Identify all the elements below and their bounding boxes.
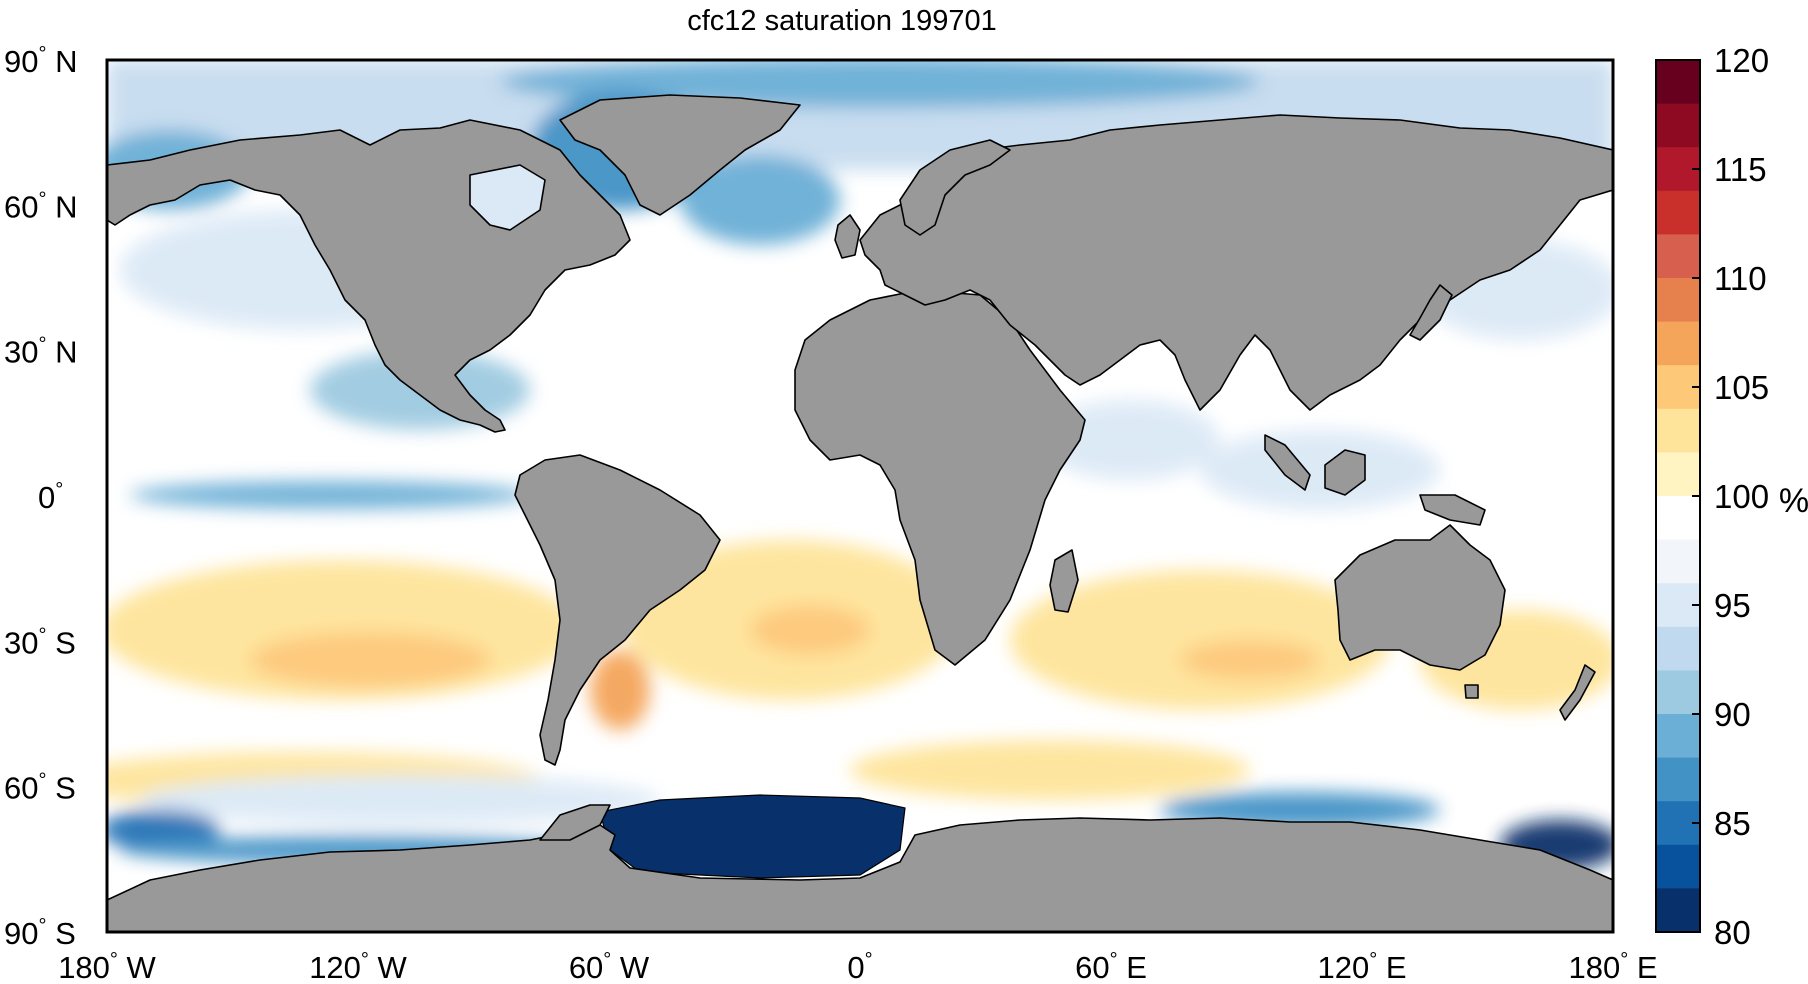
borneo (1324, 449, 1366, 496)
longitude-tick-label: 180° W (58, 949, 156, 984)
colorbar-segment (1656, 844, 1700, 889)
colorbar-segment (1656, 670, 1700, 715)
colorbar-segment (1656, 626, 1700, 671)
antarctica (107, 817, 1613, 932)
latitude-axis: 90° N 60° N 30° N 0° 30° S 60° S 90° S (4, 43, 77, 951)
land-masses (107, 94, 1613, 932)
colorbar-tick-label: 90 (1714, 696, 1751, 733)
map-title: cfc12 saturation 199701 (687, 5, 997, 37)
hudson-bay (469, 164, 546, 231)
map-frame (105, 58, 1615, 934)
colorbar-segment (1656, 321, 1700, 366)
colorbar-segment (1656, 757, 1700, 802)
africa (794, 289, 1086, 666)
longitude-tick-label: 0° (847, 949, 872, 984)
colorbar-tick-label: 80 (1714, 914, 1751, 951)
colorbar-tick-label: 120 (1714, 42, 1769, 79)
latitude-tick-label: 90° N (4, 43, 77, 79)
colorbar-unit-label: % (1779, 482, 1808, 520)
colorbar-segment (1656, 714, 1700, 759)
longitude-tick-label: 60° E (1075, 949, 1147, 984)
colorbar-tick-label: 100 (1714, 478, 1769, 515)
longitude-axis: 180° W 120° W 60° W 0° 60° E 120° E 180° E (58, 949, 1657, 984)
australia (1334, 524, 1506, 671)
colorbar-segment (1656, 539, 1700, 584)
longitude-tick-label: 120° W (309, 949, 407, 984)
colorbar-segment (1656, 278, 1700, 323)
greenland (559, 94, 801, 216)
colorbar-tick-label: 110 (1714, 260, 1767, 297)
new-zealand (1559, 664, 1596, 721)
colorbar-axis: 120 115 110 105 100 95 90 85 80 (1692, 42, 1769, 951)
british-isles (834, 214, 861, 259)
colorbar-segment (1656, 888, 1700, 933)
colorbar-segment (1656, 408, 1700, 453)
colorbar-segment (1656, 496, 1700, 541)
colorbar-tick-label: 95 (1714, 587, 1751, 624)
colorbar-segment (1656, 60, 1700, 105)
weddell-sea-low-saturation (599, 794, 906, 879)
antarctic-peninsula (539, 804, 611, 841)
longitude-tick-label: 180° E (1568, 949, 1657, 984)
latitude-tick-label: 30° N (4, 334, 77, 370)
latitude-tick-label: 60° N (4, 188, 77, 224)
colorbar-segment (1656, 234, 1700, 279)
colorbar (1656, 60, 1700, 933)
south-america (514, 454, 721, 766)
map-plot-area (107, 60, 1613, 932)
colorbar-tick-label: 115 (1714, 151, 1767, 188)
latitude-tick-label: 30° S (4, 624, 76, 660)
colorbar-tick-label: 85 (1714, 805, 1751, 842)
scandinavia (899, 139, 1011, 236)
latitude-tick-label: 90° S (4, 915, 76, 951)
japan (1409, 284, 1453, 341)
longitude-tick-label: 60° W (569, 949, 650, 984)
latitude-tick-label: 60° S (4, 770, 76, 806)
latitude-tick-label: 0° (38, 479, 63, 515)
colorbar-tick-label: 105 (1714, 369, 1769, 406)
colorbar-segment (1656, 103, 1700, 148)
tasmania (1464, 684, 1479, 699)
new-guinea (1419, 494, 1486, 526)
longitude-tick-label: 120° E (1317, 949, 1406, 984)
colorbar-segment (1656, 190, 1700, 235)
eurasia (859, 114, 1613, 411)
madagascar (1049, 549, 1079, 613)
colorbar-segment (1656, 452, 1700, 497)
sumatra (1264, 434, 1311, 491)
